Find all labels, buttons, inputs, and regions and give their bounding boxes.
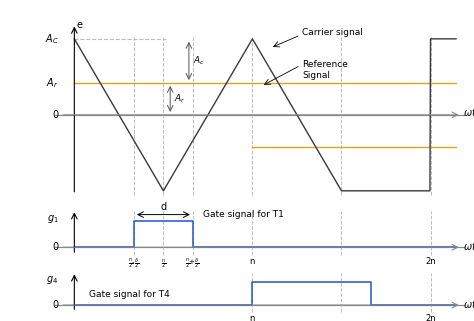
Text: Gate signal for T1: Gate signal for T1 <box>203 210 284 219</box>
Text: Gate signal for T4: Gate signal for T4 <box>89 290 169 299</box>
Text: $\frac{n}{2}$+$\frac{\delta}{2}$: $\frac{n}{2}$+$\frac{\delta}{2}$ <box>185 257 200 271</box>
Text: $\omega t$: $\omega t$ <box>464 106 474 118</box>
Text: $A_r$: $A_r$ <box>174 93 186 105</box>
Text: 0: 0 <box>52 242 58 252</box>
Text: $\frac{n}{2}$: $\frac{n}{2}$ <box>161 257 166 270</box>
Text: n: n <box>250 257 255 266</box>
Text: 2n: 2n <box>425 314 436 321</box>
Text: $A_c$: $A_c$ <box>193 55 205 67</box>
Text: 0: 0 <box>52 300 58 310</box>
Text: $g_1$: $g_1$ <box>46 213 58 224</box>
Text: $A_r$: $A_r$ <box>46 76 58 90</box>
Text: 2n: 2n <box>425 257 436 266</box>
Text: d: d <box>160 203 166 213</box>
Text: $A_C$: $A_C$ <box>45 32 58 46</box>
Text: $\frac{n}{2}$-$\frac{\delta}{2}$: $\frac{n}{2}$-$\frac{\delta}{2}$ <box>128 257 140 271</box>
Text: Reference
Signal: Reference Signal <box>302 60 348 80</box>
Text: e: e <box>76 20 82 30</box>
Text: n: n <box>250 314 255 321</box>
Text: $g_4$: $g_4$ <box>46 273 58 286</box>
Text: 0: 0 <box>52 110 58 120</box>
Text: Carrier signal: Carrier signal <box>302 28 363 37</box>
Text: $\omega t$: $\omega t$ <box>464 240 474 252</box>
Text: $\omega t$: $\omega t$ <box>464 298 474 310</box>
